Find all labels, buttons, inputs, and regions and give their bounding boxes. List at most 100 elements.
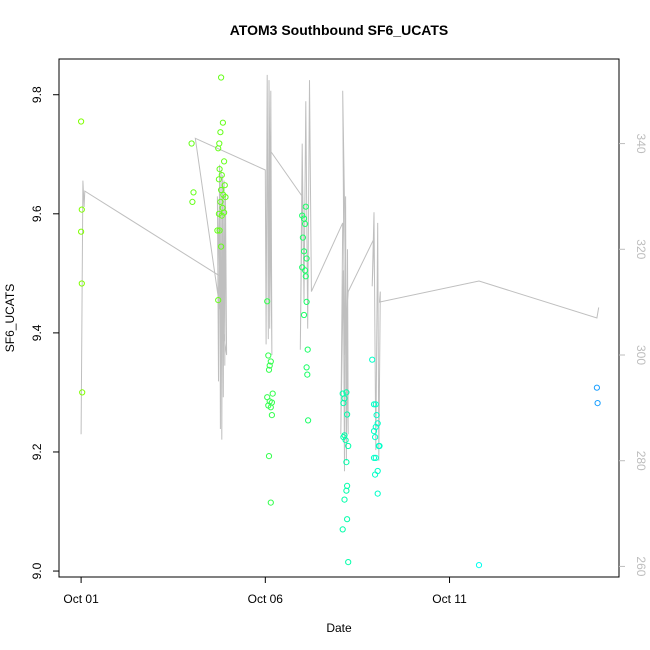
data-point — [303, 298, 310, 305]
data-point — [266, 362, 273, 369]
data-point — [78, 280, 85, 287]
y-tick-label: 9.8 — [30, 86, 44, 103]
data-point — [303, 364, 310, 371]
data-point — [345, 442, 352, 450]
data-point — [344, 411, 351, 418]
data-point — [216, 166, 223, 173]
y-tick-label: 9.6 — [30, 205, 44, 222]
data-point — [302, 273, 309, 280]
data-point — [372, 471, 379, 478]
y-axis-left: 9.0 9.2 9.4 9.6 9.8 — [30, 86, 59, 579]
data-point — [305, 417, 312, 424]
x-tick-label: Oct 01 — [63, 592, 99, 606]
y2-tick-label: 280 — [634, 451, 648, 471]
data-point — [343, 389, 350, 396]
data-point — [218, 243, 225, 250]
point-series-layer — [78, 74, 601, 569]
data-point — [342, 437, 349, 444]
data-point — [222, 194, 229, 201]
data-point — [304, 346, 311, 353]
data-point — [218, 172, 225, 179]
data-point — [264, 298, 271, 305]
data-point — [302, 220, 309, 227]
data-point — [188, 140, 195, 147]
data-point — [218, 212, 225, 219]
y-tick-label: 9.0 — [30, 562, 44, 579]
data-point — [215, 297, 222, 304]
line-series — [80, 74, 600, 472]
data-point — [221, 182, 228, 189]
data-point — [339, 526, 346, 533]
y2-tick-label: 340 — [634, 134, 648, 154]
data-point — [373, 412, 380, 419]
data-point — [78, 206, 85, 213]
y-tick-label: 9.2 — [30, 443, 44, 460]
data-point — [267, 404, 274, 411]
data-point — [343, 487, 350, 494]
data-point — [343, 459, 350, 466]
data-point — [302, 203, 309, 210]
data-point — [375, 442, 382, 450]
data-point — [217, 198, 224, 205]
data-point — [369, 356, 376, 363]
data-point — [216, 227, 223, 234]
data-point — [214, 227, 221, 234]
data-point — [219, 119, 226, 126]
data-point — [370, 454, 378, 461]
data-point — [221, 158, 228, 165]
y-axis-right: 260 280 300 320 340 — [619, 134, 648, 577]
data-point — [304, 371, 311, 378]
data-point — [370, 401, 378, 408]
data-point — [374, 467, 381, 475]
data-point — [78, 118, 85, 125]
data-point — [300, 311, 308, 319]
y2-tick-label: 320 — [634, 239, 648, 259]
x-tick-label: Oct 06 — [248, 592, 284, 606]
y2-tick-label: 300 — [634, 345, 648, 365]
x-tick-label: Oct 11 — [432, 592, 467, 606]
data-point — [268, 412, 275, 419]
data-point — [267, 358, 274, 365]
data-point — [215, 145, 222, 152]
data-point — [593, 384, 601, 391]
data-point — [299, 234, 306, 241]
y2-tick-label: 260 — [634, 556, 648, 576]
data-point — [269, 390, 276, 397]
data-point — [265, 352, 272, 359]
data-point — [267, 499, 274, 506]
data-point — [475, 562, 483, 569]
data-point — [265, 453, 273, 460]
data-point — [374, 420, 381, 427]
x-axis: Oct 01 Oct 06 Oct 11 — [63, 577, 467, 606]
data-point — [594, 400, 601, 407]
y-axis-label: SF6_UCATS — [3, 284, 17, 352]
data-point — [78, 228, 85, 235]
data-point — [372, 454, 379, 461]
data-point — [299, 212, 306, 219]
data-point — [370, 428, 378, 435]
data-point — [303, 255, 310, 262]
y-tick-label: 9.4 — [30, 324, 44, 341]
data-point — [215, 176, 222, 183]
data-point — [302, 267, 309, 274]
data-point — [189, 198, 196, 205]
data-point — [190, 189, 197, 196]
data-point — [217, 129, 224, 136]
line-series-layer — [80, 74, 600, 472]
data-point — [218, 74, 225, 81]
data-point — [341, 496, 348, 503]
data-point — [218, 186, 225, 194]
data-point — [340, 400, 347, 407]
chart-title: ATOM3 Southbound SF6_UCATS — [230, 22, 449, 38]
data-point — [374, 490, 381, 497]
plot-frame — [58, 58, 620, 578]
data-point — [79, 389, 86, 396]
x-axis-label: Date — [326, 621, 352, 635]
plot-area — [58, 58, 620, 578]
data-point — [372, 401, 379, 408]
data-point — [300, 248, 308, 255]
data-point — [344, 516, 351, 523]
data-point — [345, 559, 352, 566]
data-point — [372, 434, 379, 441]
